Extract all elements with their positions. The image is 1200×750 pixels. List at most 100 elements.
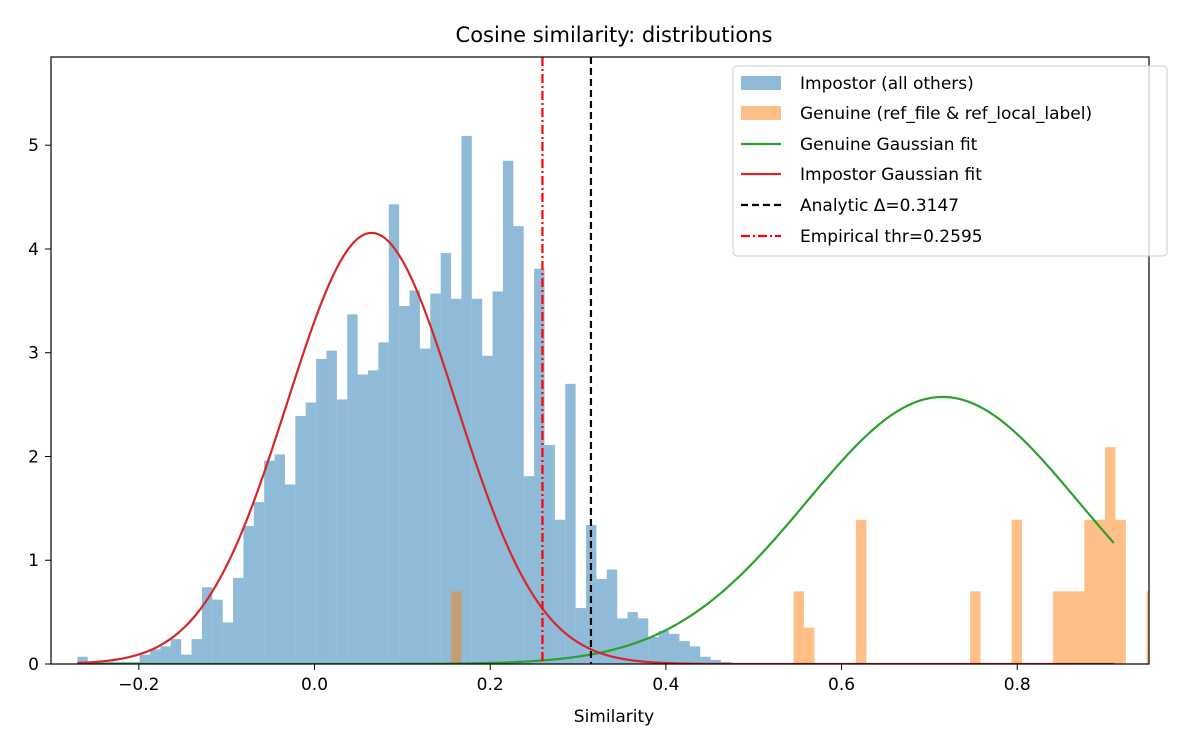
- impostor-hist-bar: [502, 160, 514, 664]
- genuine-hist-bar: [1053, 591, 1064, 664]
- genuine-hist-bar: [1178, 302, 1188, 664]
- legend-label-impostor-fit: Impostor Gaussian fit: [800, 165, 982, 185]
- x-tick-label: 0.6: [828, 675, 855, 695]
- threshold-lines: [541, 57, 593, 664]
- impostor-hist-bar: [150, 649, 161, 664]
- impostor-hist-bar: [233, 577, 244, 664]
- impostor-hist-bar: [409, 290, 420, 664]
- impostor-hist-bar: [378, 342, 389, 664]
- impostor-hist-bar: [430, 293, 441, 664]
- impostor-hist-bar: [77, 656, 88, 664]
- impostor-hist-bar: [565, 383, 576, 664]
- legend-label-impostor: Impostor (all others): [800, 74, 974, 94]
- x-tick-label: 0.4: [652, 675, 679, 695]
- y-tick-label: 5: [28, 136, 39, 156]
- legend-label-empirical: Empirical thr=0.2595: [800, 227, 983, 247]
- impostor-hist-bar: [606, 569, 618, 664]
- plot-frame: [50, 56, 1150, 665]
- genuine-hist-bar: [1146, 591, 1149, 664]
- y-tick-label: 2: [28, 447, 39, 467]
- genuine-histogram: [451, 302, 1198, 664]
- impostor-hist-bar: [253, 502, 265, 664]
- genuine-hist-bar: [1094, 519, 1106, 664]
- impostor-gaussian-fit-line: [77, 231, 1114, 664]
- impostor-hist-bar: [419, 348, 431, 664]
- impostor-hist-bar: [357, 374, 369, 664]
- impostor-hist-bar: [264, 460, 275, 664]
- impostor-hist-bar: [222, 622, 234, 664]
- impostor-hist-bar: [617, 618, 628, 664]
- impostor-hist-bar: [710, 659, 721, 664]
- legend-swatch-impostor: [741, 76, 781, 90]
- genuine-hist-bar: [1073, 591, 1085, 664]
- impostor-hist-bar: [305, 402, 317, 664]
- impostor-hist-bar: [482, 355, 493, 664]
- impostor-hist-bar: [679, 641, 690, 664]
- impostor-hist-bar: [451, 298, 462, 664]
- impostor-hist-bar: [586, 524, 597, 664]
- impostor-hist-bar: [170, 639, 182, 664]
- impostor-hist-bar: [191, 639, 202, 664]
- impostor-hist-bar: [201, 587, 213, 664]
- legend: Impostor (all others) Genuine (ref_file …: [732, 65, 1168, 257]
- x-tick-label: 0.0: [301, 675, 328, 695]
- gaussian-fit-lines: [77, 231, 1115, 664]
- chart-title: Cosine similarity: distributions: [456, 23, 773, 47]
- impostor-hist-bar: [212, 599, 223, 664]
- genuine-hist-bar: [1063, 591, 1074, 664]
- impostor-hist-bar: [554, 519, 566, 664]
- genuine-hist-bar: [793, 591, 805, 664]
- impostor-hist-bar: [492, 291, 503, 664]
- y-tick-label: 3: [28, 344, 39, 364]
- impostor-hist-bar: [139, 654, 151, 664]
- x-tick-label: 0.2: [477, 675, 504, 695]
- impostor-hist-bar: [274, 454, 285, 664]
- impostor-hist-bar: [440, 253, 452, 664]
- genuine-hist-bar: [451, 591, 462, 664]
- genuine-hist-bar: [1167, 520, 1177, 664]
- impostor-hist-bar: [388, 204, 400, 664]
- y-axis: 0 1 2 3 4 5: [28, 136, 51, 675]
- genuine-hist-bar: [1188, 591, 1198, 664]
- impostor-hist-bar: [368, 370, 379, 664]
- impostor-hist-bar: [243, 526, 254, 664]
- y-tick-label: 4: [28, 240, 39, 260]
- impostor-hist-bar: [399, 306, 410, 664]
- impostor-hist-bar: [648, 637, 659, 664]
- x-tick-label: −0.2: [118, 675, 159, 695]
- genuine-hist-bar: [1011, 519, 1023, 664]
- impostor-hist-bar: [284, 484, 296, 664]
- x-tick-label: 0.8: [1004, 675, 1031, 695]
- genuine-hist-bar: [1105, 447, 1116, 664]
- x-axis: −0.2 0.0 0.2 0.4 0.6 0.8: [118, 664, 1031, 695]
- impostor-hist-bar: [534, 268, 545, 664]
- impostor-hist-bar: [669, 633, 680, 664]
- genuine-hist-bar: [804, 627, 815, 664]
- impostor-hist-bar: [181, 654, 192, 664]
- y-tick-label: 0: [28, 655, 39, 675]
- impostor-hist-bar: [295, 416, 306, 664]
- impostor-hist-bar: [575, 607, 587, 664]
- impostor-hist-bar: [347, 314, 358, 664]
- impostor-hist-bar: [316, 358, 327, 664]
- impostor-histogram: [77, 135, 732, 664]
- genuine-hist-bar: [1157, 447, 1167, 664]
- genuine-gaussian-fit-line: [77, 395, 1115, 664]
- genuine-hist-bar: [970, 591, 981, 664]
- impostor-hist-bar: [544, 445, 555, 664]
- x-axis-title: Similarity: [574, 707, 654, 727]
- impostor-hist-bar: [596, 578, 607, 664]
- impostor-hist-bar: [523, 476, 535, 664]
- legend-label-genuine-fit: Genuine Gaussian fit: [800, 135, 978, 155]
- genuine-hist-bar: [1115, 519, 1126, 664]
- legend-label-analytic: Analytic Δ=0.3147: [800, 196, 959, 216]
- y-tick-label: 1: [28, 551, 39, 571]
- genuine-hist-bar: [1084, 519, 1095, 664]
- impostor-hist-bar: [627, 612, 638, 664]
- impostor-hist-bar: [336, 399, 348, 664]
- impostor-hist-bar: [513, 226, 524, 664]
- impostor-hist-bar: [326, 350, 337, 664]
- legend-label-genuine: Genuine (ref_file & ref_local_label): [800, 104, 1092, 124]
- impostor-hist-bar: [461, 135, 472, 664]
